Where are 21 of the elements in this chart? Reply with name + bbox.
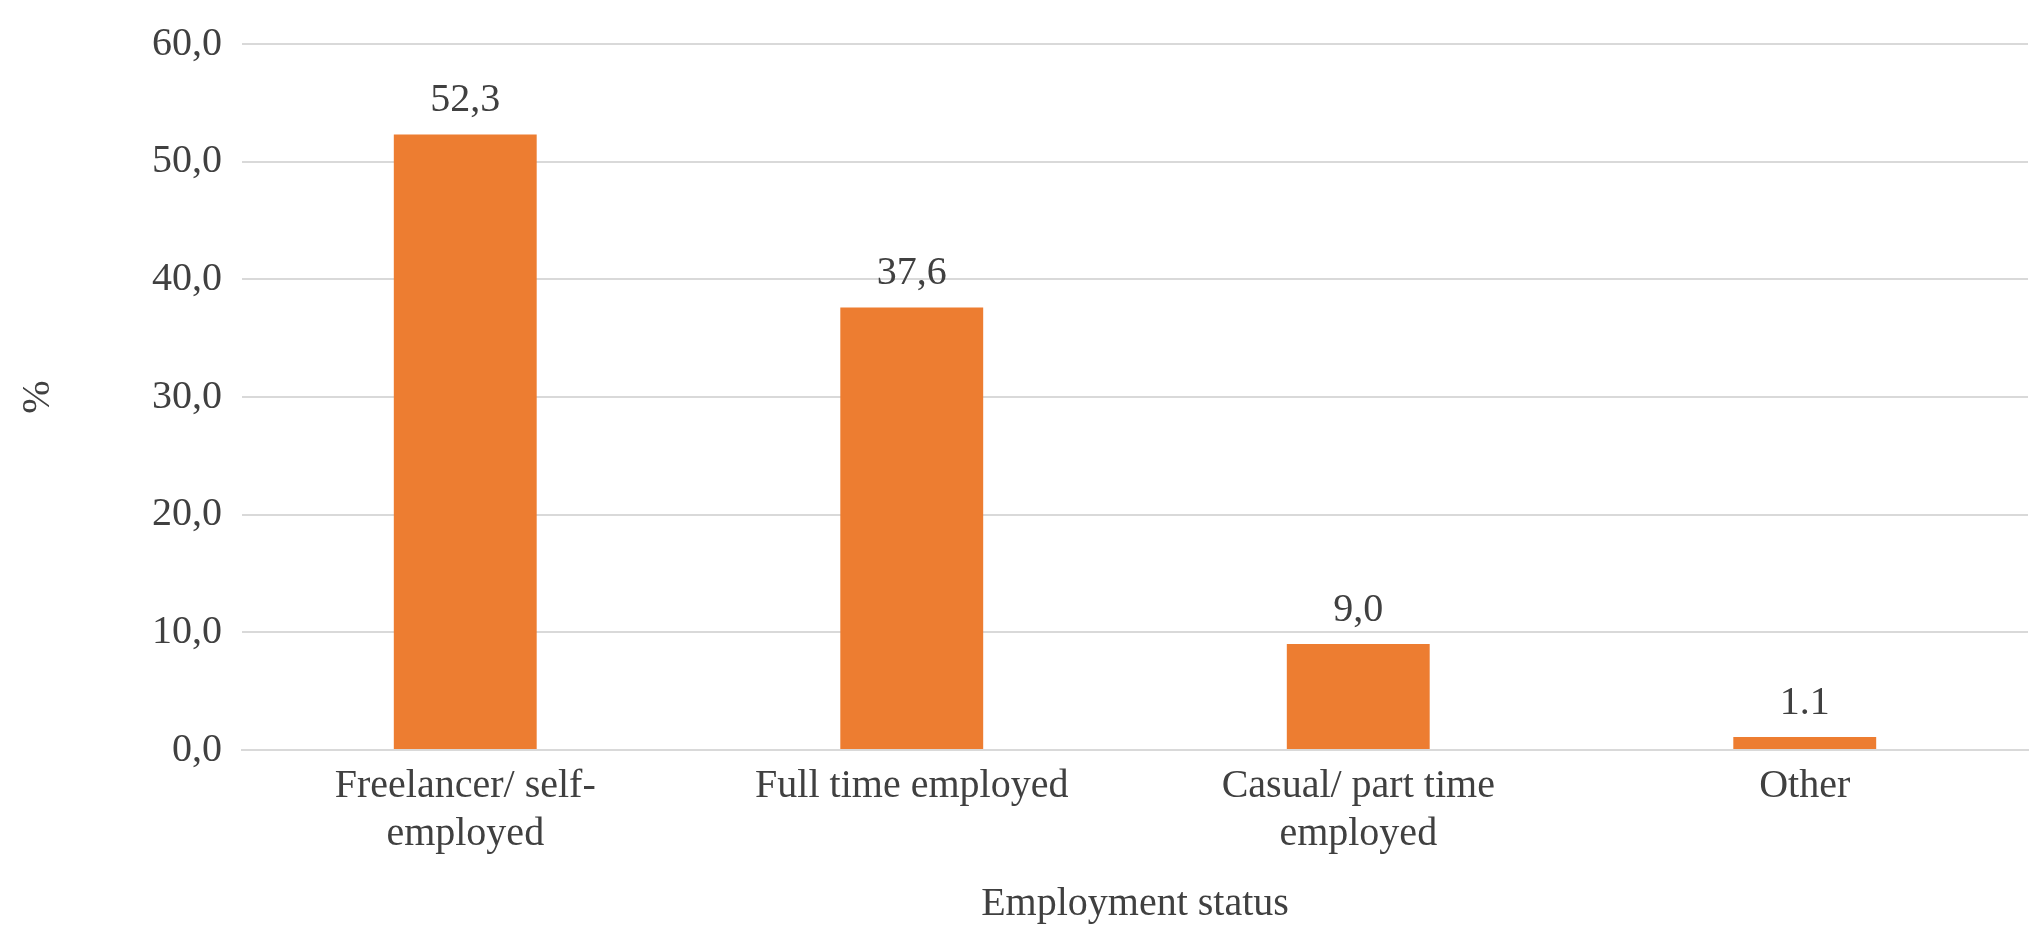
x-tick-label: Freelancer/ self-employed bbox=[334, 760, 596, 854]
bar bbox=[1733, 737, 1877, 749]
y-tick-label: 20,0 bbox=[152, 489, 222, 535]
bar bbox=[840, 307, 984, 749]
y-tick-label: 40,0 bbox=[152, 253, 222, 299]
bar bbox=[393, 134, 537, 749]
y-tick-label: 30,0 bbox=[152, 371, 222, 417]
data-label: 52,3 bbox=[430, 75, 501, 121]
x-tick-label: Full time employed bbox=[755, 760, 1069, 806]
x-tick-label: Other bbox=[1759, 760, 1851, 806]
y-tick-label: 10,0 bbox=[152, 606, 222, 652]
y-tick-label: 60,0 bbox=[152, 18, 222, 64]
data-label: 1.1 bbox=[1779, 677, 1830, 723]
y-tick-label: 0,0 bbox=[172, 724, 222, 770]
data-label: 9,0 bbox=[1333, 584, 1384, 630]
x-axis-title: Employment status bbox=[981, 878, 1289, 924]
y-axis-title: % bbox=[12, 380, 58, 414]
x-tick-label: Casual/ part time employed bbox=[1221, 760, 1495, 854]
data-label: 37,6 bbox=[876, 248, 947, 294]
bar bbox=[1286, 644, 1430, 749]
y-tick-label: 50,0 bbox=[152, 136, 222, 182]
